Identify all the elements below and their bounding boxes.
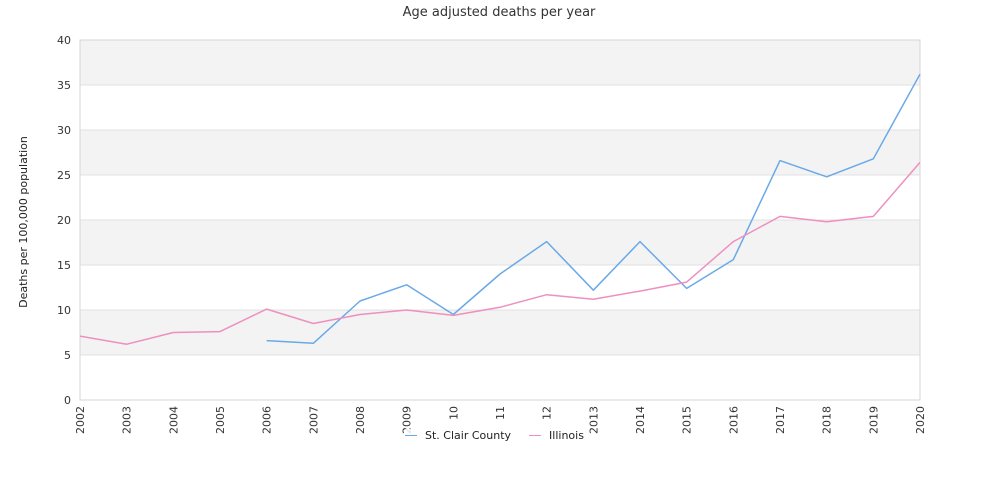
x-tick-label: 2019 xyxy=(867,406,880,434)
legend-label-st-clair: St. Clair County xyxy=(425,429,512,442)
x-tick-label: 2007 xyxy=(307,406,320,434)
y-tick-label: 20 xyxy=(57,214,71,227)
legend-item-st-clair[interactable]: St. Clair County xyxy=(405,429,511,442)
series-lines xyxy=(79,73,921,345)
y-axis-label: Deaths per 100,000 population xyxy=(17,136,30,308)
x-tick-label: 2015 xyxy=(681,406,694,434)
y-tick-label: 25 xyxy=(57,169,71,182)
grid-band xyxy=(80,40,920,85)
x-tick-label: 2003 xyxy=(121,406,134,434)
grid-band xyxy=(80,310,920,355)
y-tick-label: 10 xyxy=(57,304,71,317)
x-tick-label: 2016 xyxy=(727,406,740,434)
plot-border xyxy=(79,39,921,401)
x-tick-label: 2018 xyxy=(821,406,834,434)
series-line-0[interactable] xyxy=(266,73,921,345)
legend-label-illinois: Illinois xyxy=(549,429,584,442)
x-tick-label: 2009 xyxy=(401,406,414,434)
x-tick-label: 12 xyxy=(541,406,554,420)
x-tick-label: 2005 xyxy=(214,406,227,434)
legend-swatch-st-clair xyxy=(405,435,417,436)
y-axis-ticks: 0 5 10 15 20 25 30 35 40 xyxy=(57,34,71,407)
grid-bands xyxy=(80,40,920,355)
legend-swatch-illinois xyxy=(529,435,542,436)
x-tick-label: 2002 xyxy=(74,406,87,434)
chart-title: Age adjusted deaths per year xyxy=(403,5,596,20)
x-tick-label: 2014 xyxy=(634,406,647,434)
y-tick-label: 5 xyxy=(64,349,71,362)
x-tick-label: 2006 xyxy=(261,406,274,434)
x-tick-label: 11 xyxy=(494,406,507,420)
x-tick-label: 2020 xyxy=(914,406,927,434)
legend-item-illinois[interactable]: Illinois xyxy=(529,429,584,442)
x-tick-label: 10 xyxy=(447,406,460,420)
x-axis-ticks: 2002 2003 2004 2005 2006 2007 2008 2009 10 11 12 20… xyxy=(74,406,927,434)
grid-band xyxy=(80,220,920,265)
y-tick-label: 35 xyxy=(57,79,71,92)
legend: St. Clair County Illinois xyxy=(405,429,584,442)
x-tick-label: 2013 xyxy=(587,406,600,434)
y-tick-label: 15 xyxy=(57,259,71,272)
y-tick-label: 30 xyxy=(57,124,71,137)
y-tick-label: 40 xyxy=(57,34,71,47)
x-tick-label: 2004 xyxy=(167,406,180,434)
series-line-1[interactable] xyxy=(79,161,921,345)
grid-band xyxy=(80,130,920,175)
x-tick-label: 2017 xyxy=(774,406,787,434)
y-tick-label: 0 xyxy=(64,394,71,407)
x-tick-label: 2008 xyxy=(354,406,367,434)
